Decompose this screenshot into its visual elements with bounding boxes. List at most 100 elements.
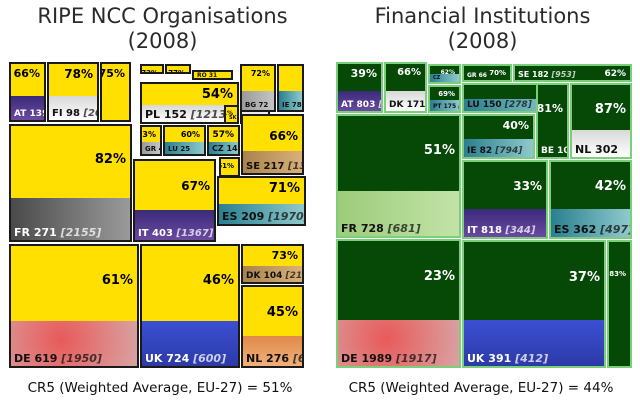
left-title: RIPE NCC Organisations (2008) <box>10 4 315 54</box>
ripe-cell-uk: 46% UK 724 [600] <box>140 244 240 368</box>
cell-value: 152 <box>160 108 187 121</box>
financial-cell-se: 62% SE 182 [953] <box>513 64 632 82</box>
cell-country: CZ <box>212 144 224 153</box>
cell-country: SE <box>246 161 261 172</box>
cell-value: 1989 <box>357 352 393 365</box>
cell-value: 171 <box>403 100 426 110</box>
cell-label: SE 182 [953] <box>518 70 576 79</box>
cell-country: NL <box>246 352 263 365</box>
cell-total: [953] <box>548 70 576 79</box>
cell-label: CZ <box>433 75 440 81</box>
right-title: Financial Institutions (2008) <box>330 4 635 54</box>
cell-value: 302 <box>591 143 619 156</box>
cell-share: 57% <box>212 130 234 140</box>
cell-band <box>142 321 238 366</box>
cell-label: DE 619 [1950] <box>14 352 102 365</box>
cell-share: 62% <box>604 69 626 79</box>
cell-band <box>219 204 304 224</box>
right-footer: CR5 (Weighted Average, EU-27) = 44% <box>348 380 614 396</box>
cell-value: 175 <box>441 103 457 110</box>
cell-share: 51% <box>423 143 455 158</box>
financial-cell-dk: 66% DK 171 [454] <box>384 62 427 113</box>
cell-share: 42% <box>594 179 626 194</box>
cell-share: 67% <box>181 179 210 193</box>
cell-share: 83% <box>609 270 626 278</box>
ripe-cell-es: 71% ES 209 [1970] <box>217 176 306 226</box>
cell-share: 61% <box>221 162 234 170</box>
cell-label: RO 31 <box>197 72 218 79</box>
cell-country: GR <box>145 145 157 153</box>
cell-label: LU 150 [278] <box>467 100 532 110</box>
cell-label: FR 728 [681] <box>341 222 421 235</box>
cell-band <box>243 151 302 173</box>
cell-total: [612] <box>292 352 302 365</box>
left-title-line2: (2008) <box>127 29 198 53</box>
cell-country: BG <box>245 101 257 109</box>
cell-country: IT <box>467 225 478 236</box>
cell-value: 31 <box>206 72 218 79</box>
cell-value: 182 <box>529 70 549 79</box>
financial-treemap: 39%AT 803 [454]66%DK 171 [454]62%CZ70%GR… <box>336 62 632 368</box>
cell-country: DK <box>389 100 404 110</box>
cell-band <box>142 105 237 122</box>
cell-value: 150 <box>479 100 502 110</box>
cell-share: 37% <box>568 270 600 285</box>
ripe-cell-lu: 60% LU 25 <box>163 125 206 156</box>
ripe-cell-it: 67% IT 403 [1367] <box>133 159 216 242</box>
cell-band <box>386 91 425 111</box>
cell-share: 62% <box>440 69 455 76</box>
financial-cell-uk: 37% UK 391 [412] <box>462 240 606 368</box>
cell-label: SE 217 [1356] <box>246 161 302 172</box>
cell-total: [600] <box>189 352 227 365</box>
cell-share: 82% <box>94 152 126 167</box>
ripe-cell-t72a: 72% <box>140 64 164 74</box>
cell-label: NL 302 <box>575 143 618 156</box>
cell-label: GR 66 <box>467 72 487 79</box>
cell-share: 66% <box>13 67 40 80</box>
cell-total: [116] <box>458 103 461 110</box>
cell-share: 33% <box>513 179 542 193</box>
cell-country: GR <box>467 72 477 79</box>
cell-band <box>338 91 381 111</box>
cell-country: UK <box>467 352 485 365</box>
cell-band <box>142 142 160 154</box>
cell-band <box>430 100 459 111</box>
cell-country: CZ <box>433 75 441 81</box>
cell-share: 61% <box>226 110 233 117</box>
right-title-line1: Financial Institutions <box>374 4 591 28</box>
cell-label: FR 271 [2155] <box>14 226 101 239</box>
cell-share: 61% <box>101 273 133 288</box>
cell-label: DE 1989 [1917] <box>341 352 437 365</box>
cell-total: [454] <box>378 100 383 110</box>
cell-country: PL <box>145 108 161 121</box>
cell-label: IT 403 [1367] <box>138 228 213 239</box>
cell-country: RO <box>197 72 207 79</box>
cell-total: [278] <box>501 100 532 110</box>
ripe-cell-bg: 72% BG 72 <box>240 64 276 112</box>
cell-band <box>243 336 302 366</box>
cell-value: 142 <box>226 144 238 153</box>
cell-label: UK 724 [600] <box>145 352 226 365</box>
cell-band <box>11 198 130 240</box>
cell-label: BE 105 [883] <box>541 146 567 156</box>
cell-value: 619 <box>30 352 58 365</box>
financial-cell-gr: 70% GR 66 <box>462 64 512 82</box>
cell-share: 75% <box>100 67 125 80</box>
cell-share: 72% <box>250 69 270 78</box>
cell-share: 81% <box>536 102 563 115</box>
cell-total: [1213] <box>186 108 232 121</box>
cell-label: AT 803 [454] <box>341 100 383 110</box>
cell-value: 25 <box>177 145 191 153</box>
ripe-cell-pl: 54% PL 152 [1213] <box>140 82 239 124</box>
financial-cell-cz: 62% CZ <box>428 64 461 84</box>
cell-value: 803 <box>353 100 376 110</box>
cell-share: 73% <box>271 249 298 262</box>
ripe-cell-dk: 73% DK 104 [2146] <box>241 244 304 284</box>
ripe-cell-de: 61% DE 619 [1950] <box>9 244 139 368</box>
cell-value: 818 <box>477 225 502 236</box>
cell-label: DK 171 [454] <box>389 100 426 110</box>
ripe-cell-ro: RO 31 <box>192 70 233 80</box>
cell-band <box>49 96 97 120</box>
cell-total: [412] <box>511 352 549 365</box>
cell-label: LU 25 <box>168 145 190 153</box>
